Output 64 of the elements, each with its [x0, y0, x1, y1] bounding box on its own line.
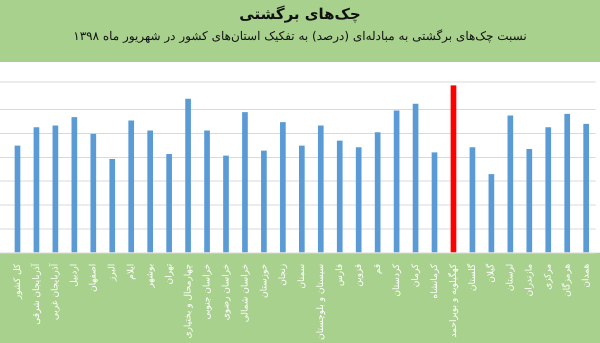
bar: [318, 126, 324, 252]
bar: [223, 156, 229, 252]
bar: [72, 117, 78, 252]
x-tick-label: آذربایجان شرقی: [30, 263, 42, 325]
bar: [166, 154, 172, 252]
x-tick-label: زنجان: [278, 264, 288, 286]
bar: [412, 104, 418, 252]
bar: [128, 120, 134, 252]
bar: [508, 115, 514, 252]
bar: [242, 112, 248, 252]
x-tick-label: گلستان: [466, 263, 478, 292]
bar: [52, 126, 58, 252]
bar: [109, 159, 116, 252]
bar: [336, 140, 343, 252]
x-tick-label: کرمانشاه: [430, 263, 440, 299]
x-tick-label: قم: [372, 264, 383, 274]
bar: [470, 147, 476, 252]
x-tick-label: خراسان رضوی: [221, 264, 232, 320]
x-tick-label: خوزستان: [259, 264, 270, 298]
x-tick-label: چهارمحال و بختیاری: [183, 264, 194, 338]
bar: [564, 114, 570, 252]
bar: [488, 174, 494, 252]
bar: [545, 127, 552, 252]
x-tick-label: سیستان و بلوچستان: [316, 264, 326, 340]
chart-subtitle: نسبت چک‌های برگشتی به مبادله‌ای (درصد) به تفکیک استان‌های کشور در شهریور ماه ۱۳۹۸: [72, 29, 528, 43]
x-tick-label: آذربایجان غربی: [48, 263, 61, 320]
bar: [432, 152, 438, 252]
x-tick-label: کرمان: [410, 263, 421, 288]
bar: [90, 134, 96, 252]
x-tick-label: همدان: [582, 264, 592, 288]
x-tick-label: تهران: [164, 263, 174, 285]
bar: [204, 130, 210, 252]
bar: [583, 124, 590, 252]
x-tick-label: کردستان: [392, 263, 402, 297]
bar: [394, 110, 400, 252]
bar: [34, 127, 40, 252]
x-tick-label: هرمزگان: [560, 264, 573, 297]
x-tick-label: اصفهان: [88, 264, 99, 292]
bar: [298, 146, 305, 252]
chart-title: چک‌های برگشتی: [238, 4, 362, 23]
bar: [356, 147, 362, 252]
bar: [526, 148, 532, 252]
x-tick-label: ایلام: [126, 264, 137, 280]
bar: [14, 146, 20, 252]
x-tick-label: کل کشور: [12, 263, 23, 300]
x-tick-label: البرز: [108, 264, 118, 282]
x-tick-label: کهگیلویه و بویراحمد: [446, 263, 459, 338]
bar: [280, 122, 286, 252]
x-tick-label: فارس: [335, 264, 346, 286]
bar: [147, 130, 154, 252]
x-tick-label: اردبیل: [70, 264, 80, 287]
x-tick-label: خراسان شمالی: [240, 264, 250, 322]
x-tick-label: مرکزی: [544, 264, 554, 290]
x-tick-label: گیلان: [484, 263, 497, 283]
bar: [450, 85, 456, 252]
bar: [261, 150, 267, 252]
x-tick-label: مازندران: [524, 264, 535, 296]
bar: [374, 132, 380, 252]
x-tick-label: سمنان: [297, 264, 308, 289]
x-tick-label: خراسان جنوبی: [202, 264, 212, 320]
x-tick-label: لرستان: [506, 264, 516, 292]
x-tick-label: قزوین: [354, 264, 364, 287]
bar: [185, 98, 191, 252]
x-tick-label: بوشهر: [146, 264, 156, 289]
